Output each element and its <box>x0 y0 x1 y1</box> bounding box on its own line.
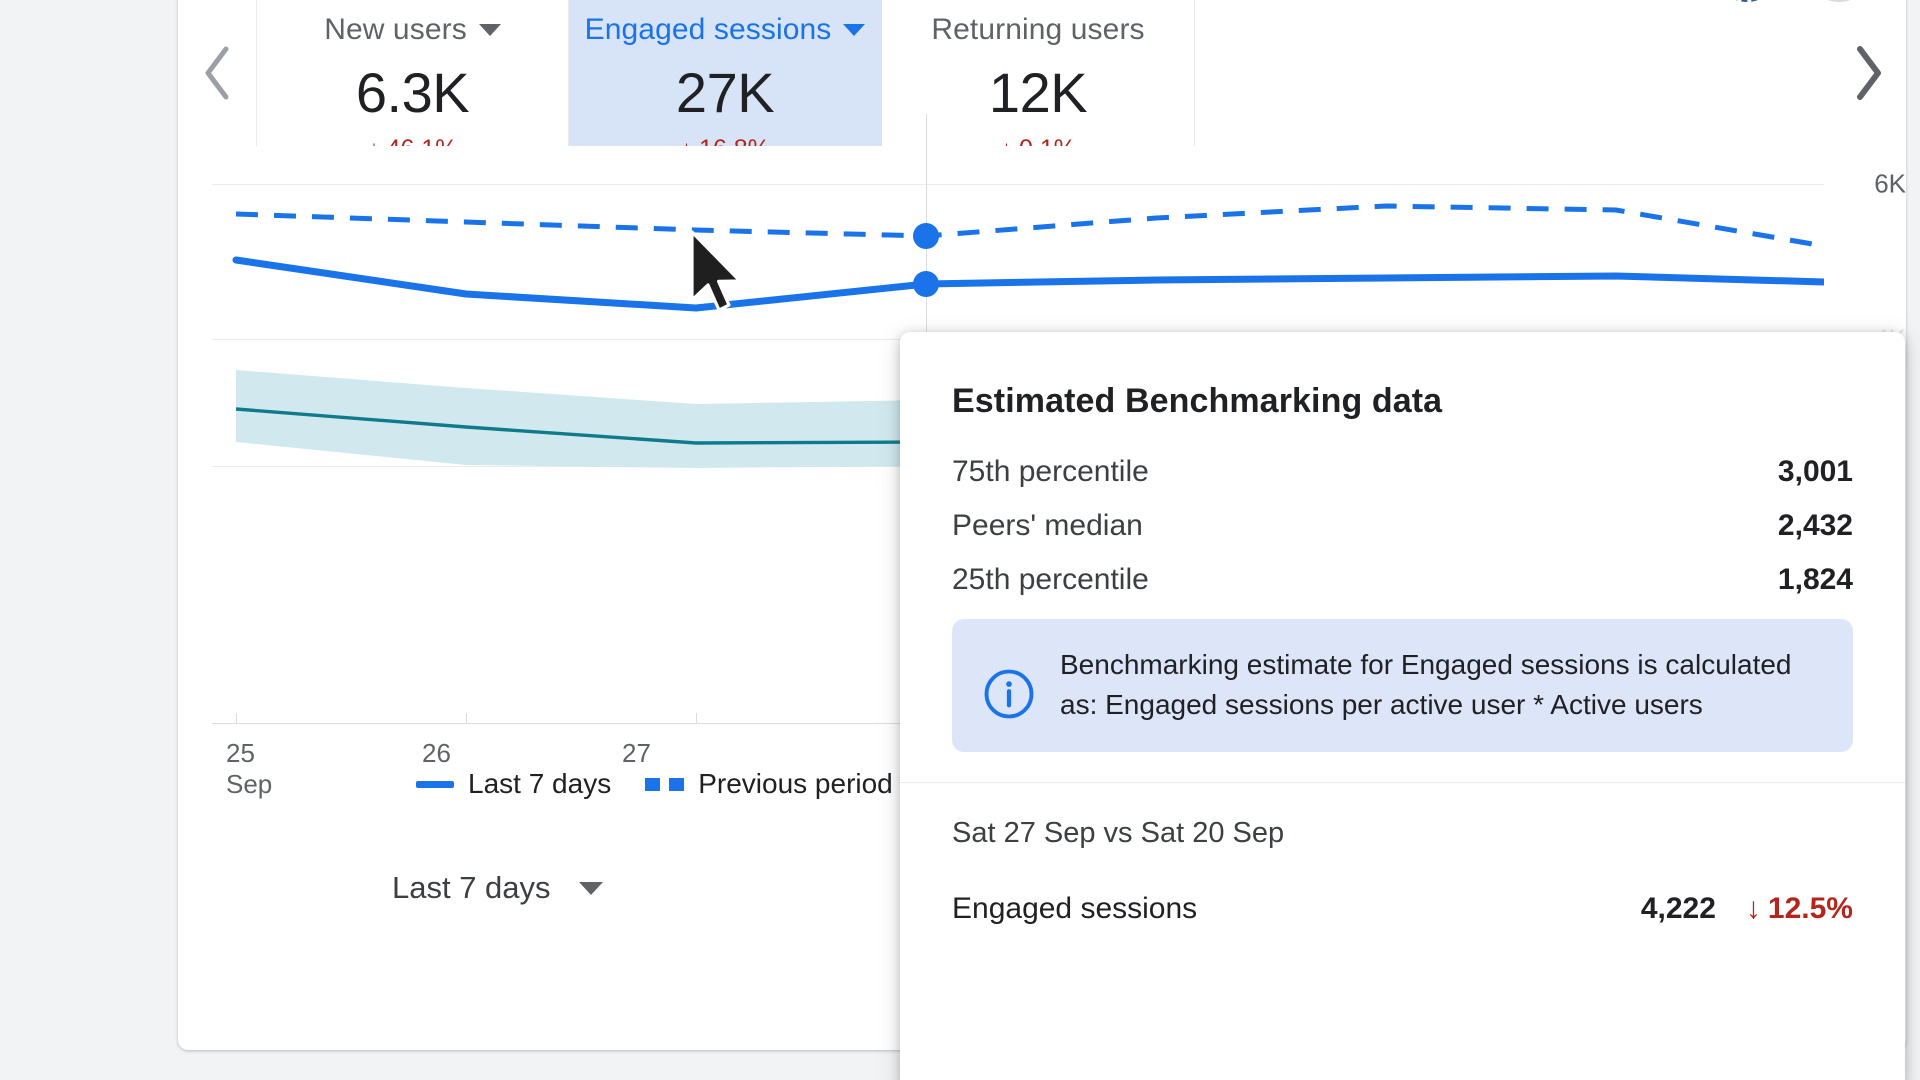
x-tick-day: 25 <box>226 738 255 768</box>
metric-delta: ↓ 0.1% <box>882 135 1194 146</box>
chevron-left-icon <box>205 46 229 100</box>
metric-header[interactable]: Returning users <box>882 4 1194 56</box>
previous-period-series <box>235 203 1824 249</box>
award-badge-button[interactable] <box>1714 0 1780 2</box>
metric-delta: ↓ 46.1% <box>257 135 568 146</box>
legend-label: Last 7 days <box>468 768 612 799</box>
date-range-label: Last 7 days <box>392 870 551 905</box>
carousel-next-button[interactable] <box>1828 0 1906 146</box>
x-axis-tick <box>696 713 697 724</box>
metric-card-list: New users 6.3K ↓ 46.1% Engaged sessions … <box>256 0 1828 146</box>
warning-badge-button[interactable] <box>1806 0 1872 2</box>
solid-line-swatch-icon <box>416 780 454 788</box>
x-axis-tick <box>466 713 467 724</box>
metric-card-returning-users[interactable]: Returning users 12K ↓ 0.1% <box>882 0 1195 146</box>
dashed-line-swatch-icon <box>645 777 685 791</box>
tooltip-stat-row: 75th percentile 3,001 <box>952 455 1853 489</box>
stat-label: 75th percentile <box>952 455 1149 488</box>
date-range-selector[interactable]: Last 7 days <box>392 870 603 906</box>
stat-value: 2,432 <box>1777 509 1853 542</box>
info-circle-icon <box>982 667 1036 726</box>
tooltip-metric-value: 4,222 <box>1640 892 1716 925</box>
tooltip-info-text: Benchmarking estimate for Engaged sessio… <box>1060 649 1792 720</box>
metric-card-new-users[interactable]: New users 6.3K ↓ 46.1% <box>256 0 569 146</box>
tooltip-stats-list: 75th percentile 3,001 Peers' median 2,43… <box>952 455 1853 597</box>
x-axis-labels: 25 Sep 26 27 <box>212 732 1824 802</box>
stat-label: Peers' median <box>952 509 1143 542</box>
metric-card-engaged-sessions[interactable]: Engaged sessions 27K ↓ 16.8% <box>569 0 882 146</box>
stat-value: 3,001 <box>1777 455 1853 488</box>
chevron-down-icon[interactable] <box>478 24 501 36</box>
x-axis-tick <box>236 713 237 724</box>
metric-header[interactable]: Engaged sessions <box>569 4 881 56</box>
tooltip-comparison-label: Sat 27 Sep vs Sat 20 Sep <box>952 817 1285 849</box>
x-axis-tick-label-27: 27 <box>622 738 651 768</box>
x-axis-tick-label-26: 26 <box>422 738 451 768</box>
gridline-6k <box>212 184 1824 185</box>
delta-value: 46.1% <box>387 135 458 146</box>
carousel-prev-button[interactable] <box>178 0 256 146</box>
y-axis-label-6k: 6K <box>1874 168 1906 199</box>
tooltip-metric-delta: ↓ 12.5% <box>1746 892 1853 926</box>
stat-value: 1,824 <box>1777 563 1853 596</box>
delta-down-arrow-icon: ↓ <box>368 136 381 146</box>
badge-group <box>1714 0 1872 2</box>
chevron-right-icon <box>1857 46 1881 100</box>
metric-delta: ↓ 16.8% <box>569 135 881 146</box>
stat-label: 25th percentile <box>952 563 1149 596</box>
legend-item-previous-period[interactable]: Previous period <box>645 768 893 800</box>
delta-value: 12.5% <box>1767 892 1853 925</box>
delta-down-arrow-icon: ↓ <box>1000 136 1013 146</box>
tooltip-stat-row: Peers' median 2,432 <box>952 509 1853 543</box>
metric-value: 6.3K <box>355 61 470 124</box>
delta-value: 0.1% <box>1019 135 1076 146</box>
metric-value: 12K <box>988 61 1088 124</box>
delta-down-arrow-icon: ↓ <box>680 136 693 146</box>
tooltip-metric-row: Engaged sessions 4,222 ↓ 12.5% <box>952 892 1853 926</box>
delta-value: 16.8% <box>699 135 770 146</box>
metric-title: New users <box>324 13 467 46</box>
tooltip-stat-row: 25th percentile 1,824 <box>952 563 1853 597</box>
hover-point-previous-period[interactable] <box>913 223 939 249</box>
hover-point-last-7-days[interactable] <box>913 271 939 297</box>
last-7-days-series <box>232 256 1824 312</box>
metric-carousel: New users 6.3K ↓ 46.1% Engaged sessions … <box>178 0 1906 146</box>
metric-title: Engaged sessions <box>584 13 832 46</box>
metric-header[interactable]: New users <box>257 4 568 56</box>
chevron-down-icon[interactable] <box>843 24 866 36</box>
metric-value: 27K <box>675 61 775 124</box>
x-axis-tick-label-25: 25 Sep <box>226 738 272 799</box>
chevron-down-icon[interactable] <box>578 881 603 895</box>
legend-label: Previous period <box>698 768 893 799</box>
x-tick-month: Sep <box>226 768 273 799</box>
benchmarking-tooltip: Estimated Benchmarking data 75th percent… <box>900 332 1905 1080</box>
tooltip-title: Estimated Benchmarking data <box>952 382 1443 420</box>
delta-down-arrow-icon: ↓ <box>1745 892 1761 925</box>
tooltip-divider <box>900 782 1905 783</box>
metric-title: Returning users <box>931 13 1145 46</box>
legend-item-last-7-days[interactable]: Last 7 days <box>416 768 611 800</box>
tooltip-metric-name: Engaged sessions <box>952 892 1198 925</box>
tooltip-info-box: Benchmarking estimate for Engaged sessio… <box>952 619 1853 752</box>
